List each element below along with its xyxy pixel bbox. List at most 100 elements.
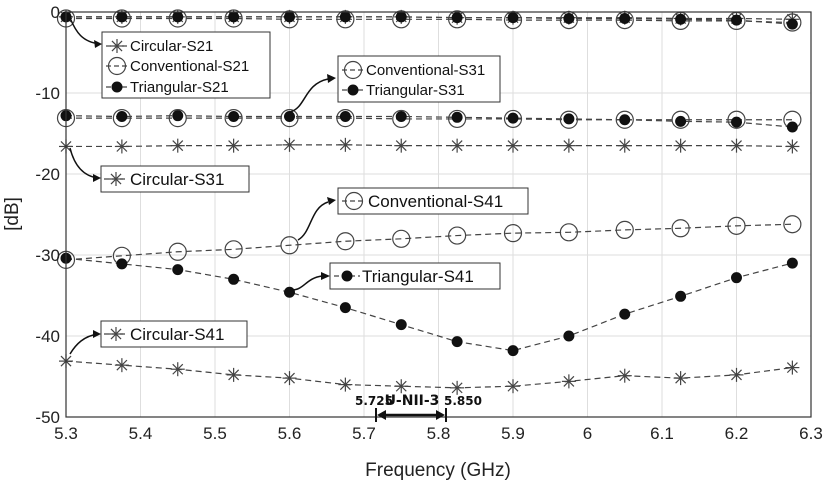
legend-s31-markers: [342, 60, 364, 96]
point-triangular-s21-12: [731, 14, 742, 26]
point-triangular-s41-1: [116, 258, 128, 270]
point-triangular-s31-12: [731, 116, 742, 128]
point-conventional-s21-3: [224, 9, 243, 28]
series-line-triangular-s21: [66, 16, 793, 25]
point-conventional-s31-6: [392, 109, 411, 129]
series-circular-s41: [59, 354, 800, 395]
point-triangular-s41-6: [395, 319, 407, 331]
point-triangular-s21-11: [675, 13, 687, 25]
point-triangular-s41-8: [507, 345, 519, 357]
point-triangular-s21-7: [451, 12, 463, 24]
legend-entry-triangular-s21: Triangular-S21: [130, 79, 229, 96]
label-sample-triangular-s41-marker: [341, 270, 353, 282]
point-conventional-s41-8: [503, 224, 523, 243]
series-triangular-s31: [60, 110, 798, 133]
label-circular-s31: Circular-S31: [100, 165, 250, 193]
y-axis-label: [dB]: [2, 197, 23, 231]
point-triangular-s41-12: [731, 272, 742, 284]
point-triangular-s21-10: [619, 12, 631, 24]
legend-sample-conventional-s21-marker: [107, 56, 127, 76]
series-line-conventional-s21: [66, 17, 793, 24]
point-conventional-s31-1: [112, 109, 131, 128]
y-tick-label-5: -50: [35, 408, 60, 427]
legend-entry-triangular-s31: Triangular-S31: [366, 82, 465, 99]
point-triangular-s31-7: [451, 111, 463, 123]
legend-sample-triangular-s31-marker: [347, 84, 359, 96]
point-conventional-s31-3: [224, 109, 243, 128]
series-conventional-s31: [56, 109, 802, 129]
band-start-label: 5.725: [355, 394, 393, 408]
label-circular-s41-marker: [104, 327, 128, 341]
point-circular-s41-2: [170, 362, 185, 377]
point-circular-s41-10: [617, 368, 632, 383]
arrow-head-circular-s41: [93, 330, 101, 338]
y-tick-label-2: -20: [35, 165, 60, 184]
point-circular-s31-12: [729, 138, 744, 153]
y-tick-label-3: -30: [35, 246, 60, 265]
point-triangular-s31-5: [339, 110, 351, 122]
point-triangular-s21-9: [563, 12, 575, 24]
band-label: U-NII-3: [385, 393, 440, 409]
point-conventional-s41-10: [615, 220, 634, 239]
x-tick-label-3: 5.6: [278, 424, 302, 443]
point-triangular-s41-4: [284, 286, 295, 298]
point-circular-s41-11: [673, 371, 688, 386]
x-tick-label-4: 5.7: [352, 424, 376, 443]
point-triangular-s21-3: [228, 11, 240, 23]
point-circular-s31-5: [338, 137, 353, 152]
point-circular-s41-1: [114, 358, 129, 373]
point-conventional-s31-7: [448, 109, 467, 129]
arrow-legend-s31: [289, 78, 329, 113]
point-circular-s31-13: [785, 139, 800, 154]
point-conventional-s31-11: [671, 110, 690, 129]
label-sample-circular-s31: [104, 172, 128, 186]
point-conventional-s41-4: [280, 236, 299, 255]
label-sample-conventional-s41: [342, 191, 366, 211]
label-conventional-s41-text: Conventional-S41: [368, 192, 503, 211]
y-tick-label-0: 0: [51, 3, 60, 22]
point-conventional-s41-2: [168, 242, 187, 261]
point-triangular-s21-1: [116, 11, 128, 23]
series-line-triangular-s31: [65, 115, 793, 128]
point-conventional-s21-6: [392, 10, 411, 29]
x-tick-label-9: 6.2: [725, 424, 749, 443]
label-circular-s31-marker: [104, 172, 128, 186]
point-triangular-s31-9: [563, 113, 575, 125]
series-line-conventional-s41: [65, 223, 793, 261]
point-circular-s31-4: [282, 137, 297, 152]
point-triangular-s21-2: [172, 11, 184, 23]
point-circular-s41-8: [506, 379, 520, 394]
arrow-head-circular-s31: [93, 174, 101, 182]
point-conventional-s41-3: [224, 240, 243, 259]
point-triangular-s31-13: [786, 121, 798, 133]
band-arrow-left: [377, 410, 386, 420]
point-triangular-s41-3: [228, 273, 240, 285]
point-conventional-s41-12: [727, 216, 746, 235]
legend-entry-conventional-s21: Conventional-S21: [130, 58, 249, 75]
legend-s21-markers: [106, 39, 128, 93]
x-tick-label-5: 5.8: [427, 424, 451, 443]
point-circular-s41-12: [729, 367, 744, 382]
x-tick-label-1: 5.4: [129, 424, 153, 443]
x-tick-label-8: 6.1: [650, 424, 674, 443]
point-conventional-s31-4: [280, 109, 299, 128]
arrow-conventional-s41: [297, 201, 329, 241]
legend-sample-conventional-s21: [106, 56, 128, 76]
point-triangular-s21-4: [284, 11, 295, 23]
point-triangular-s41-2: [172, 264, 184, 276]
y-tick-label-1: -10: [35, 84, 60, 103]
legend-sample-triangular-s31: [342, 84, 364, 96]
label-sample-circular-s41-marker: [109, 327, 123, 341]
legend-sample-triangular-s21: [106, 81, 128, 93]
point-conventional-s41-13: [783, 215, 802, 234]
point-conventional-s21-1: [112, 9, 131, 28]
point-circular-s31-9: [561, 138, 576, 153]
arrow-head-legend-s31: [327, 74, 336, 83]
band-arrow-right: [436, 410, 445, 420]
point-conventional-s21-5: [336, 10, 355, 29]
point-circular-s31-6: [394, 138, 409, 153]
point-triangular-s21-8: [507, 12, 519, 24]
point-triangular-s31-1: [116, 110, 128, 122]
point-triangular-s41-7: [451, 336, 463, 348]
